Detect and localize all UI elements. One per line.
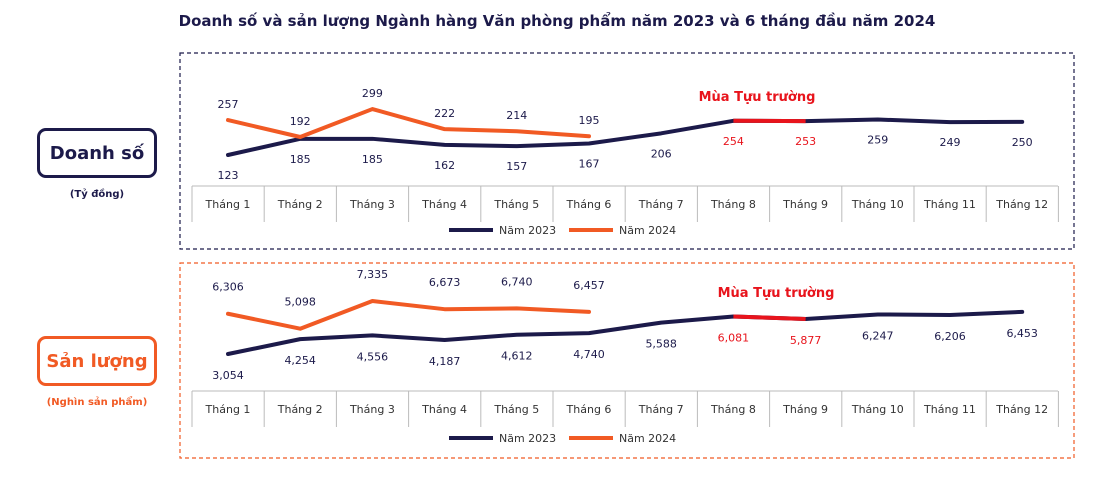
san-luong-data-label: 5,588 — [645, 338, 677, 351]
san-luong-legend-label-2024: Năm 2024 — [619, 432, 676, 445]
san-luong-data-label: 4,187 — [429, 355, 461, 368]
doanh-so-data-label: 254 — [723, 135, 744, 148]
doanh-so-series-2023-line — [226, 117, 1025, 157]
doanh-so-legend-label-2024: Năm 2024 — [619, 224, 676, 237]
doanh-so-x-tick-label: Tháng 12 — [995, 198, 1048, 211]
san-luong-x-tick-label: Tháng 12 — [995, 403, 1048, 416]
san-luong-data-label: 5,098 — [284, 296, 316, 309]
doanh-so-data-label: 167 — [579, 158, 600, 171]
san-luong-unit: (Nghìn sản phẩm) — [46, 397, 148, 408]
san-luong-data-label: 3,054 — [212, 369, 244, 382]
san-luong-series-2024-line — [226, 299, 591, 331]
san-luong-data-label: 6,457 — [573, 279, 605, 292]
doanh-so-x-tick-label: Tháng 7 — [638, 198, 684, 211]
doanh-so-data-label: 123 — [218, 169, 239, 182]
doanh-so-data-label: 206 — [651, 147, 672, 160]
san-luong-annotation: Mùa Tựu trường — [718, 286, 835, 301]
san-luong-x-tick-label: Tháng 7 — [638, 403, 684, 416]
san-luong-x-tick-label: Tháng 3 — [349, 403, 395, 416]
san-luong-x-tick-label: Tháng 9 — [782, 403, 828, 416]
doanh-so-data-label: 249 — [940, 136, 961, 149]
san-luong-data-label: 4,612 — [501, 350, 533, 363]
doanh-so-data-label: 259 — [867, 134, 888, 147]
doanh-so-data-label: 222 — [434, 107, 455, 120]
san-luong-panel-label: Sản lượng — [37, 336, 157, 386]
doanh-so-x-tick-label: Tháng 11 — [923, 198, 976, 211]
san-luong-data-label: 6,673 — [429, 276, 461, 289]
doanh-so-x-tick-label: Tháng 5 — [493, 198, 539, 211]
san-luong-data-label: 4,556 — [357, 350, 389, 363]
doanh-so-x-tick-label: Tháng 2 — [277, 198, 323, 211]
san-luong-panel-border — [179, 262, 1075, 459]
doanh-so-x-tick-label: Tháng 9 — [782, 198, 828, 211]
san-luong-data-label: 4,254 — [284, 354, 316, 367]
san-luong-x-tick-label: Tháng 4 — [421, 403, 467, 416]
doanh-so-x-tick-label: Tháng 6 — [566, 198, 612, 211]
san-luong-x-tick-label: Tháng 1 — [205, 403, 251, 416]
doanh-so-data-label: 257 — [218, 98, 239, 111]
doanh-so-data-label: 162 — [434, 159, 455, 172]
doanh-so-data-label: 253 — [795, 135, 816, 148]
doanh-so-x-tick-label: Tháng 10 — [851, 198, 904, 211]
doanh-so-unit: (Tỷ đồng) — [69, 189, 125, 200]
doanh-so-data-label: 185 — [290, 153, 311, 166]
san-luong-x-tick-label: Tháng 10 — [851, 403, 904, 416]
doanh-so-data-label: 299 — [362, 87, 383, 100]
san-luong-highlight-segment — [733, 314, 806, 322]
doanh-so-x-tick-label: Tháng 8 — [710, 198, 756, 211]
doanh-so-data-label: 157 — [506, 160, 527, 173]
san-luong-data-label: 6,306 — [212, 281, 244, 294]
san-luong-data-label: 6,740 — [501, 275, 533, 288]
doanh-so-panel-border — [179, 52, 1075, 250]
doanh-so-data-label: 250 — [1012, 136, 1033, 149]
san-luong-data-label: 7,335 — [357, 268, 389, 281]
san-luong-x-tick-label: Tháng 2 — [277, 403, 323, 416]
san-luong-data-label: 6,247 — [862, 329, 894, 342]
doanh-so-data-label: 185 — [362, 153, 383, 166]
san-luong-x-tick-label: Tháng 5 — [493, 403, 539, 416]
san-luong-series-2023-line — [226, 309, 1025, 356]
chart-title: Doanh số và sản lượng Ngành hàng Văn phò… — [178, 12, 936, 30]
doanh-so-x-tick-label: Tháng 1 — [205, 198, 251, 211]
san-luong-x-tick-label: Tháng 11 — [923, 403, 976, 416]
doanh-so-data-label: 214 — [506, 109, 527, 122]
san-luong-data-label: 4,740 — [573, 348, 605, 361]
doanh-so-x-tick-label: Tháng 3 — [349, 198, 395, 211]
doanh-so-data-label: 195 — [579, 114, 600, 127]
doanh-so-panel-label: Doanh số — [37, 128, 157, 178]
doanh-so-data-label: 192 — [290, 115, 311, 128]
san-luong-legend-label-2023: Năm 2023 — [499, 432, 556, 445]
san-luong-x-tick-label: Tháng 8 — [710, 403, 756, 416]
doanh-so-legend-label-2023: Năm 2023 — [499, 224, 556, 237]
doanh-so-x-tick-label: Tháng 4 — [421, 198, 467, 211]
san-luong-data-label: 6,453 — [1006, 327, 1038, 340]
san-luong-data-label: 6,081 — [718, 332, 750, 345]
san-luong-data-label: 6,206 — [934, 330, 966, 343]
doanh-so-series-2024-line — [226, 107, 591, 139]
doanh-so-annotation: Mùa Tựu trường — [699, 90, 816, 105]
san-luong-x-tick-label: Tháng 6 — [566, 403, 612, 416]
san-luong-data-label: 5,877 — [790, 334, 822, 347]
